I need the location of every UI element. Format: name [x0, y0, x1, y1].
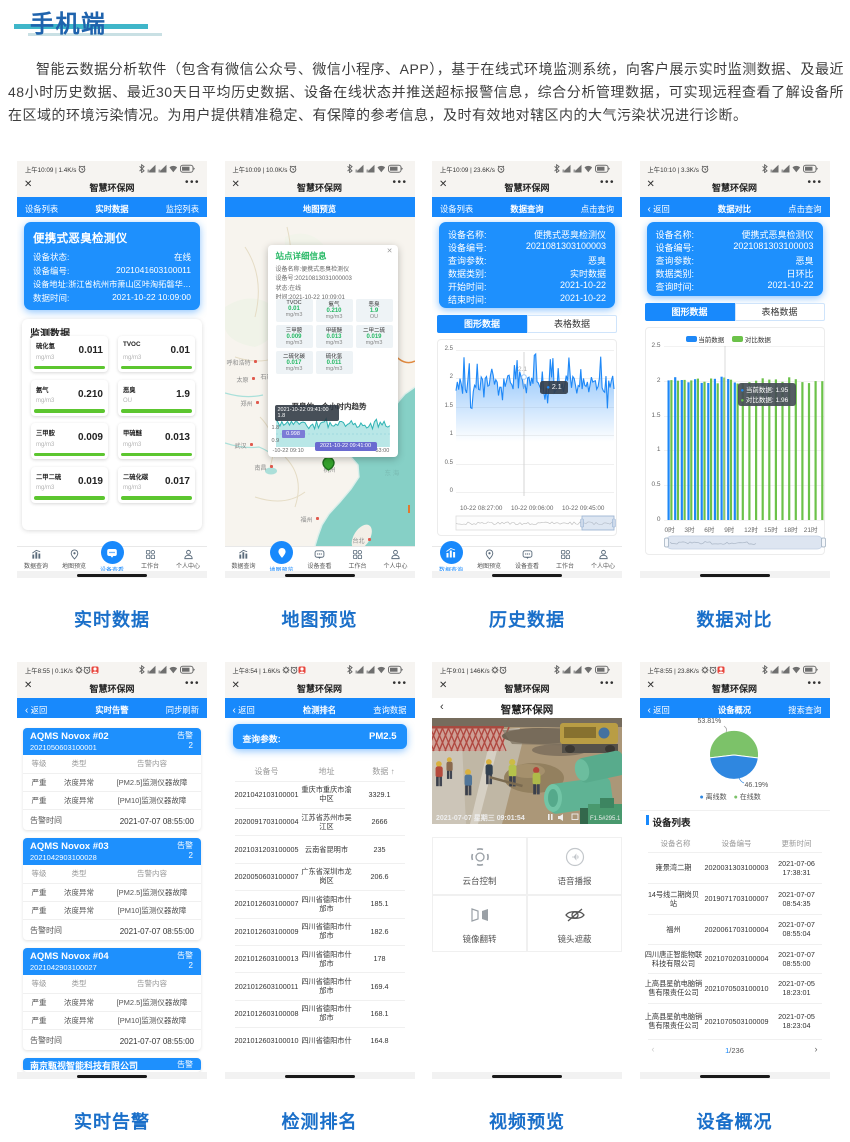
svg-text:F1.5#295.1: F1.5#295.1 — [590, 816, 621, 822]
svg-text:2021-07-07 星期三 09:01:54: 2021-07-07 星期三 09:01:54 — [436, 813, 525, 822]
